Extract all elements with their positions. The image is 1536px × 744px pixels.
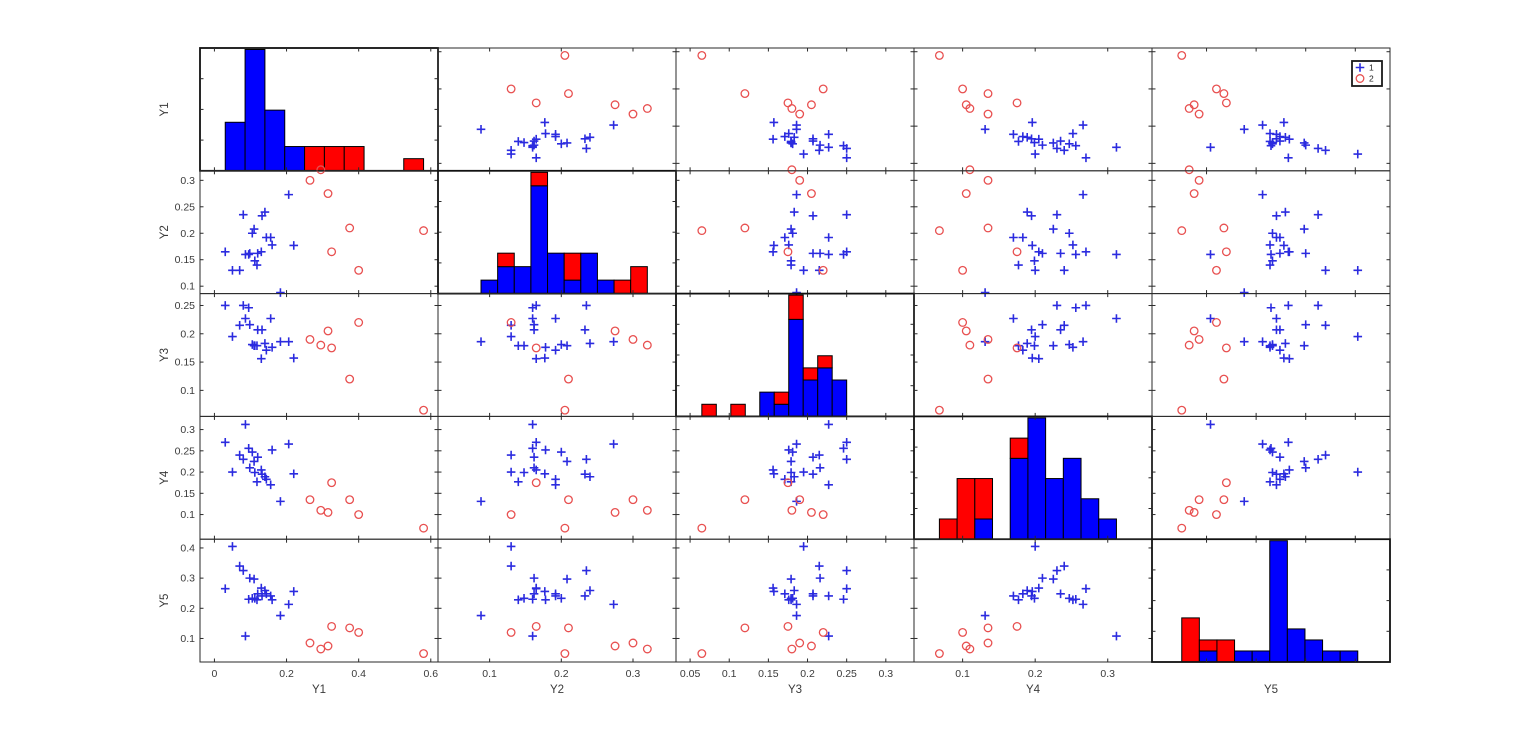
x-tick-label: 0.1 — [955, 668, 970, 680]
panel-Y4-vs-Y5 — [1151, 415, 1391, 540]
panel-Y2-vs-Y1 — [199, 165, 439, 297]
y-tick-label: 0.15 — [175, 357, 196, 369]
y-tick-label: 0.1 — [180, 633, 195, 645]
y-tick-label: 0.3 — [180, 573, 195, 585]
y-tick-label: 0.15 — [175, 488, 196, 500]
y-tick-label: 0.25 — [175, 201, 196, 213]
panel-hist-Y1 — [199, 47, 439, 172]
legend: 12 — [1351, 60, 1383, 87]
y-tick-label: 0.1 — [180, 385, 195, 397]
y-tick-label: 0.25 — [175, 300, 196, 312]
y-axis-label-Y4: Y4 — [159, 470, 171, 485]
x-tick-label: 0.4 — [351, 668, 366, 680]
x-axis-label-Y3: Y3 — [788, 684, 802, 696]
x-tick-label: 0.2 — [800, 668, 815, 680]
x-axis-label-Y5: Y5 — [1264, 684, 1278, 696]
panel-hist-Y2 — [437, 169, 677, 295]
panel-Y1-vs-Y4 — [913, 47, 1153, 172]
y-axis-label-Y3: Y3 — [159, 348, 171, 362]
panel-Y3-vs-Y5 — [1151, 293, 1391, 417]
panel-Y5-vs-Y3 — [675, 538, 915, 663]
x-tick-label: 0.6 — [423, 668, 438, 680]
panel-Y1-vs-Y2 — [437, 47, 677, 172]
x-tick-label: 0.3 — [1100, 668, 1115, 680]
y-tick-label: 0.3 — [180, 424, 195, 436]
panel-Y4-vs-Y3 — [675, 415, 915, 540]
x-tick-label: 0.1 — [722, 668, 737, 680]
panel-hist-Y5 — [1151, 538, 1391, 663]
legend-marker-circle-icon — [1355, 74, 1365, 83]
y-tick-label: 0.25 — [175, 445, 196, 457]
panel-Y5-vs-Y2 — [437, 538, 677, 663]
x-tick-label: 0.3 — [626, 668, 641, 680]
x-axis-label-Y2: Y2 — [550, 684, 564, 696]
panel-Y2-vs-Y4 — [913, 165, 1153, 297]
panel-Y5-vs-Y4 — [913, 538, 1153, 663]
panel-Y1-vs-Y3 — [675, 47, 915, 172]
x-tick-label: 0.15 — [758, 668, 779, 680]
x-tick-label: 0.25 — [836, 668, 857, 680]
panel-Y3-vs-Y4 — [913, 293, 1153, 417]
y-tick-label: 0.2 — [180, 467, 195, 479]
panel-Y4-vs-Y2 — [437, 415, 677, 540]
x-tick-label: 0 — [212, 668, 218, 680]
x-axis-label-Y4: Y4 — [1026, 684, 1041, 696]
y-tick-label: 0.15 — [175, 254, 196, 266]
y-axis-label-Y5: Y5 — [159, 594, 171, 608]
y-tick-label: 0.2 — [180, 228, 195, 240]
panel-Y5-vs-Y1 — [199, 538, 439, 663]
y-tick-label: 0.2 — [180, 328, 195, 340]
legend-entry-label: 1 — [1369, 63, 1374, 73]
panel-Y3-vs-Y2 — [437, 293, 677, 417]
y-tick-label: 0.2 — [180, 603, 195, 615]
y-tick-label: 0.1 — [180, 281, 195, 293]
legend-entry-label: 2 — [1369, 74, 1374, 84]
panel-Y2-vs-Y5 — [1151, 165, 1391, 297]
panel-hist-Y4 — [913, 415, 1153, 541]
panel-hist-Y3 — [675, 292, 915, 418]
y-tick-label: 0.4 — [180, 542, 195, 554]
x-tick-label: 0.2 — [1028, 668, 1043, 680]
x-axis-label-Y1: Y1 — [312, 684, 326, 696]
x-tick-label: 0.2 — [554, 668, 569, 680]
panel-Y2-vs-Y3 — [675, 165, 915, 297]
y-tick-label: 0.1 — [180, 509, 195, 521]
panel-Y4-vs-Y1 — [199, 415, 439, 540]
panel-Y3-vs-Y1 — [199, 293, 439, 417]
x-tick-label: 0.3 — [879, 668, 894, 680]
legend-marker-plus-icon — [1355, 63, 1365, 72]
x-tick-label: 0.1 — [482, 668, 497, 680]
y-axis-label-Y2: Y2 — [159, 225, 171, 239]
y-tick-label: 0.3 — [180, 175, 195, 187]
x-tick-label: 0.05 — [680, 668, 701, 680]
x-tick-label: 0.2 — [279, 668, 294, 680]
y-axis-label-Y1: Y1 — [159, 102, 171, 116]
